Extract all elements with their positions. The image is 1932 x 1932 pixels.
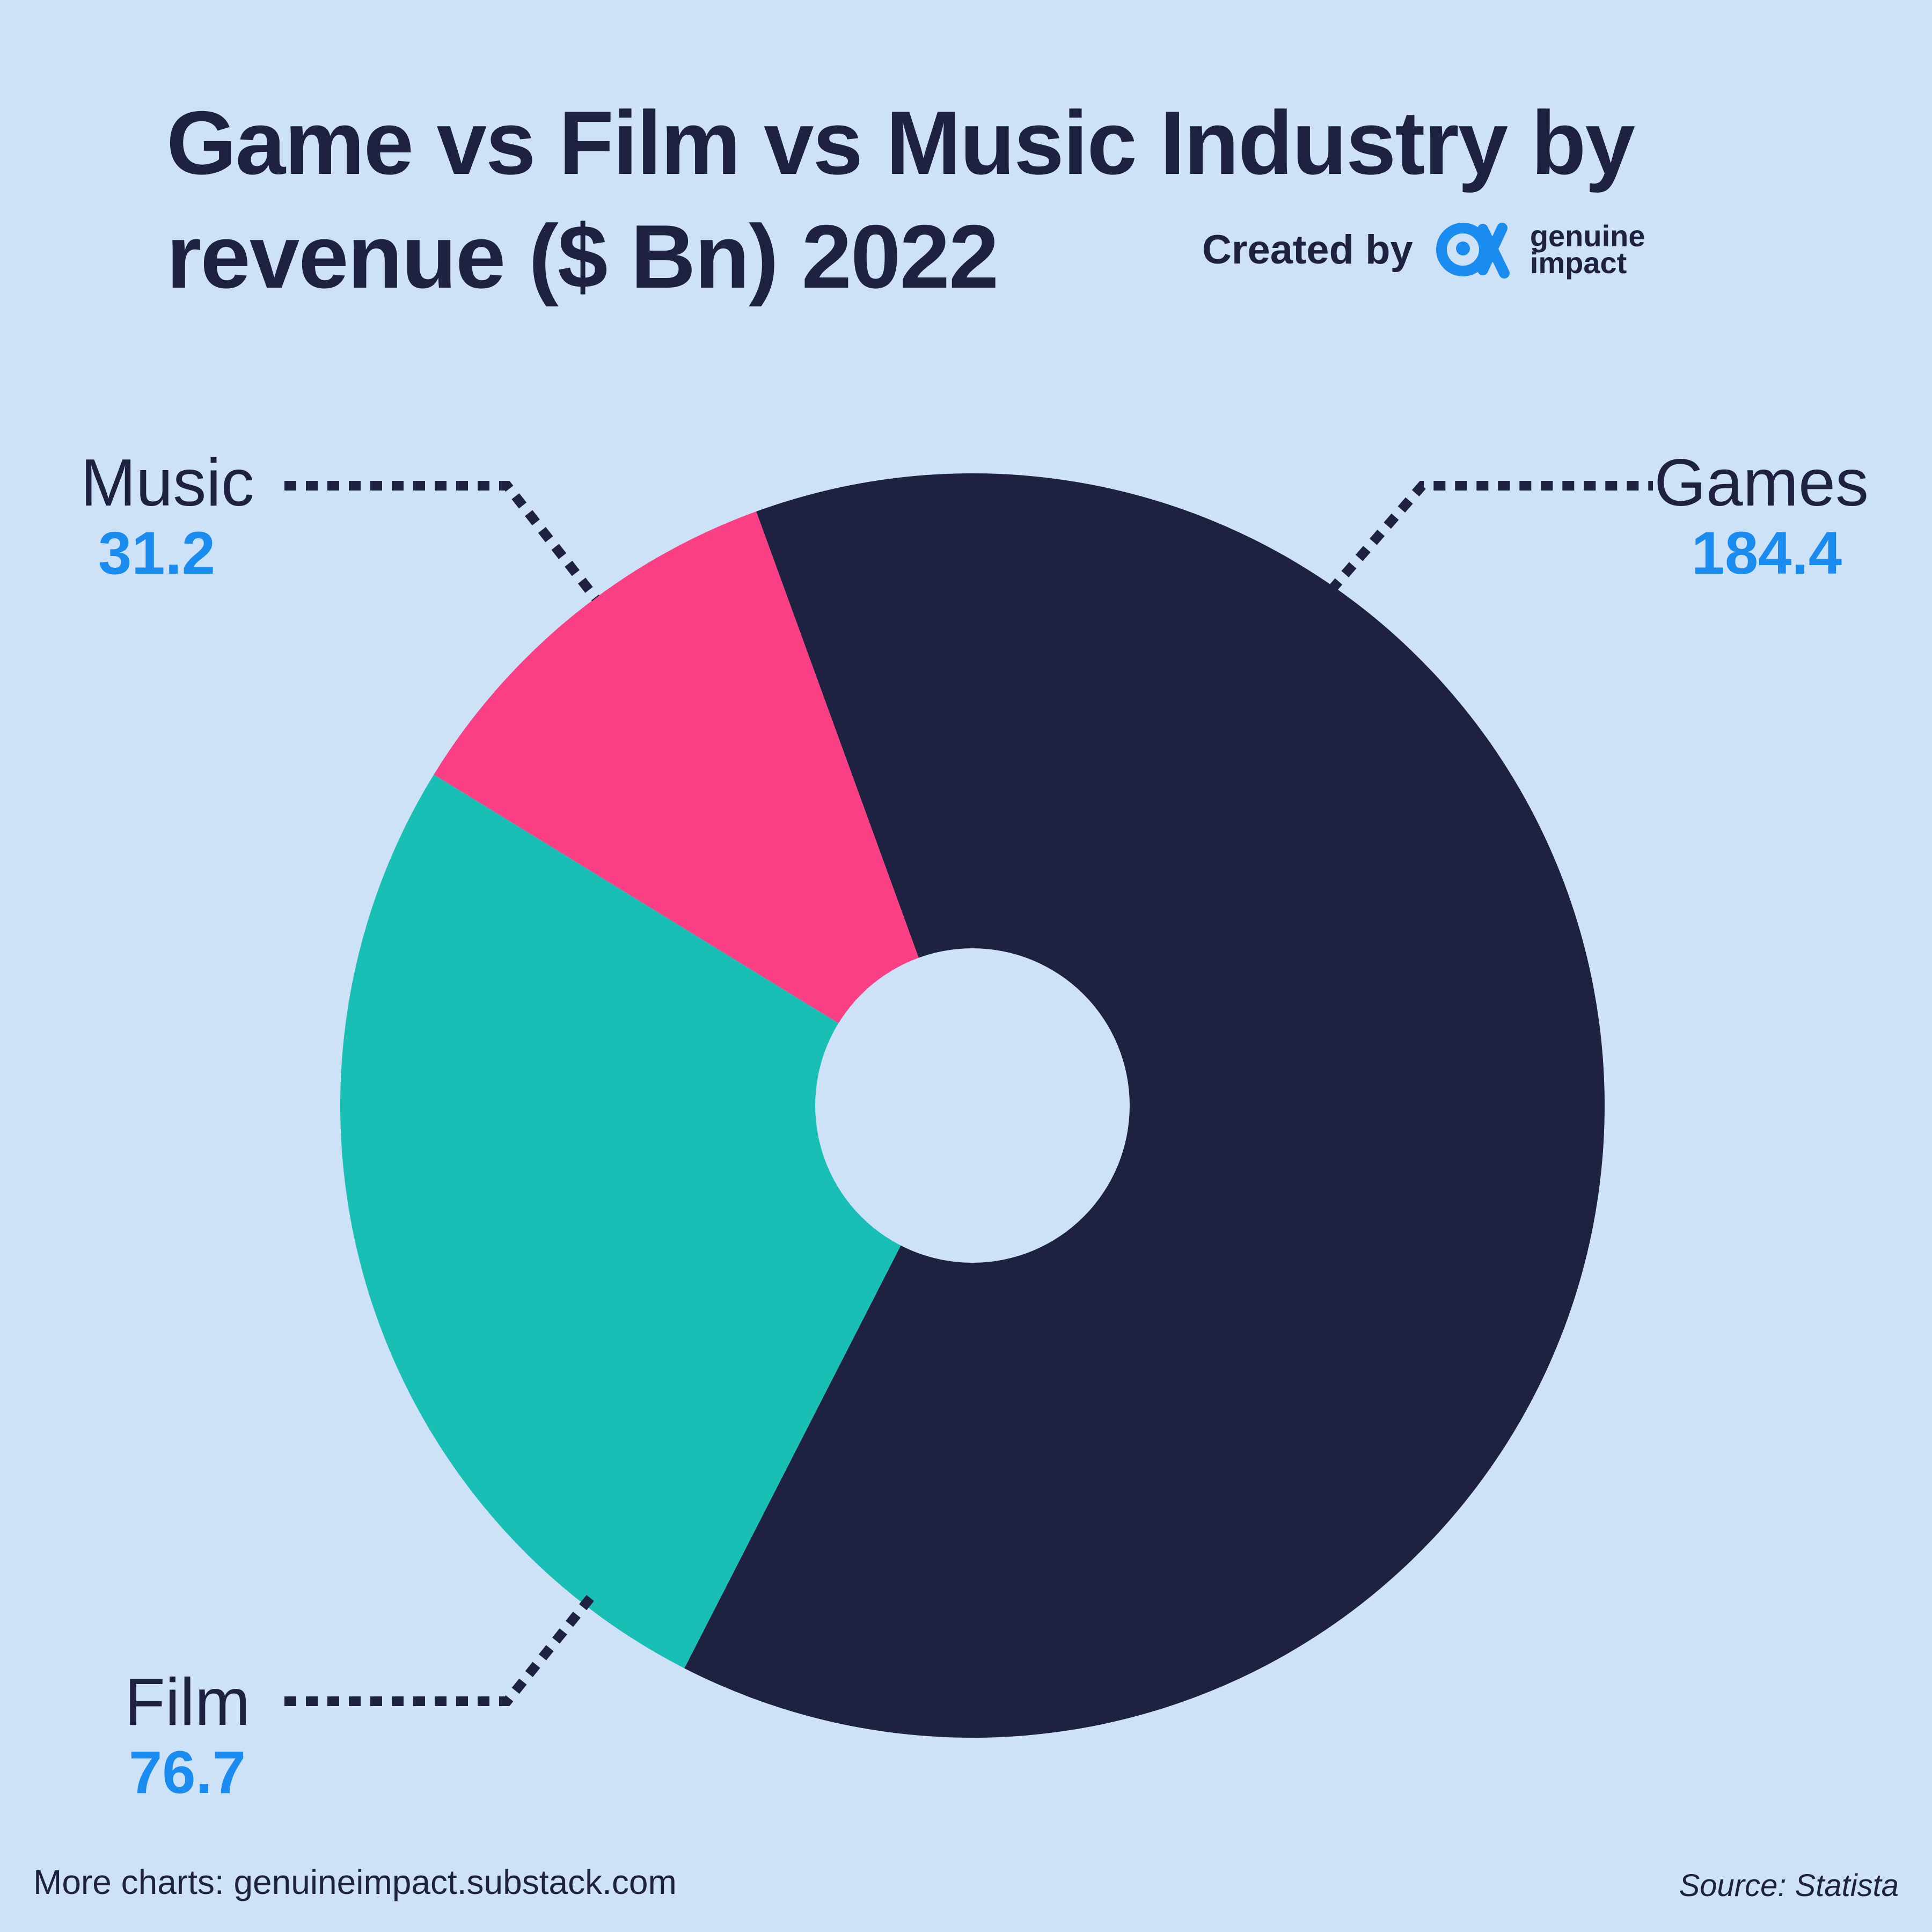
footer-source: Source: Statista [1679,1868,1899,1903]
slice-group [340,473,1605,1738]
slice-games [684,473,1605,1738]
brand-line-2: impact [1529,246,1627,280]
leader-line-film [284,1588,600,1706]
genuine-impact-logo-icon [1436,223,1510,279]
donut-hole [815,948,1130,1263]
value-film: 76.7 [129,1739,246,1806]
brand-name: genuine impact [1529,219,1645,280]
footer-more-charts: More charts: genuineimpact.substack.com [33,1863,677,1901]
slice-film [340,774,972,1668]
value-games: 184.4 [1691,519,1842,587]
credit-prefix: Created by [1202,226,1413,273]
brand-line-1: genuine [1529,219,1645,253]
credit-block: Created by genuine impact [1202,217,1645,282]
label-games: Games [1654,446,1869,520]
slice-music [434,511,972,1106]
chart-title: Game vs Film vs Music Industry by revenu… [166,92,1635,307]
label-film: Film [125,1665,251,1739]
leader-lines [284,481,1653,1706]
leader-line-music [284,481,600,602]
leader-line-games [1327,481,1653,594]
value-music: 31.2 [98,519,215,587]
label-music: Music [80,446,254,520]
